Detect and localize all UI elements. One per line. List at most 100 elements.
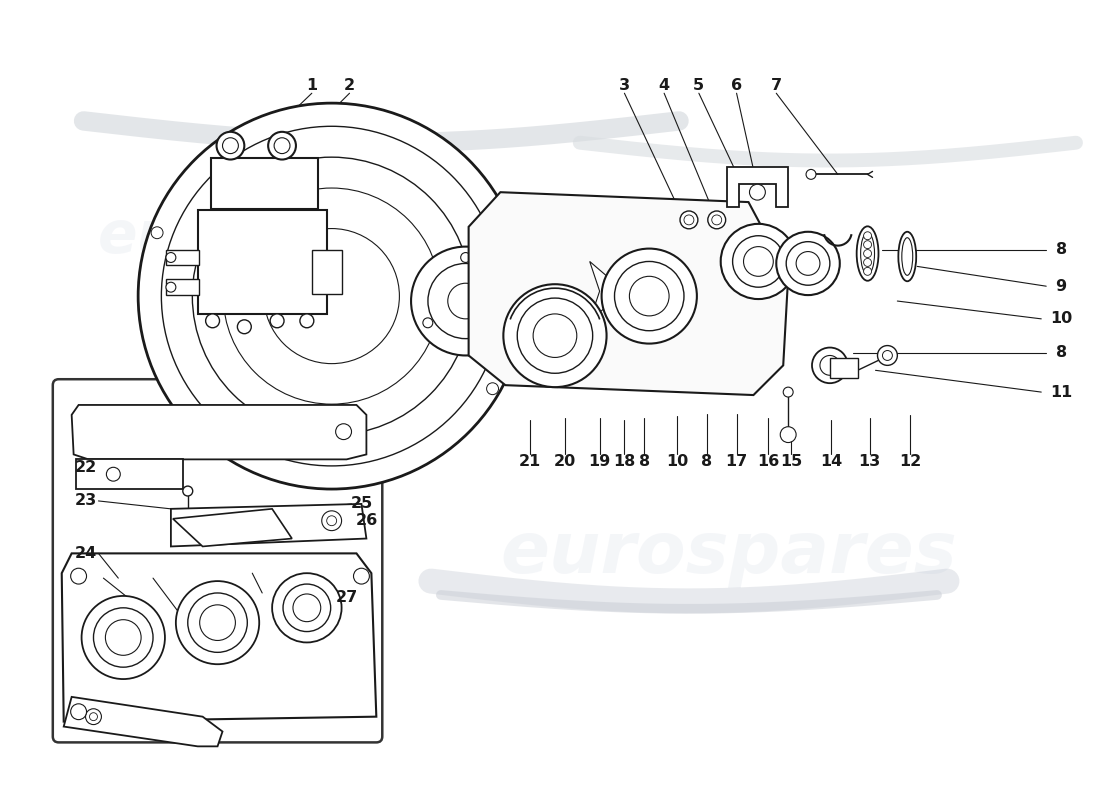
- Text: 1: 1: [306, 78, 318, 93]
- Circle shape: [864, 267, 871, 275]
- Circle shape: [602, 249, 697, 343]
- Circle shape: [864, 241, 871, 249]
- Circle shape: [498, 274, 508, 284]
- Polygon shape: [173, 509, 292, 546]
- Text: 26: 26: [355, 514, 377, 528]
- Text: 2: 2: [344, 78, 355, 93]
- Text: 23: 23: [75, 494, 97, 509]
- Circle shape: [106, 620, 141, 655]
- Circle shape: [680, 211, 697, 229]
- Polygon shape: [64, 697, 222, 746]
- Text: 8: 8: [639, 454, 650, 469]
- Text: 10: 10: [666, 454, 689, 469]
- Circle shape: [81, 596, 165, 679]
- Circle shape: [89, 713, 98, 721]
- FancyBboxPatch shape: [53, 379, 383, 742]
- Circle shape: [707, 211, 726, 229]
- Circle shape: [498, 318, 508, 328]
- Text: 14: 14: [820, 454, 842, 469]
- Bar: [166, 279, 199, 295]
- Text: 21: 21: [519, 454, 541, 469]
- Circle shape: [720, 224, 796, 299]
- Text: 5: 5: [693, 78, 704, 93]
- Text: 11: 11: [1050, 385, 1072, 399]
- Text: 8: 8: [1056, 242, 1067, 257]
- Circle shape: [780, 426, 796, 442]
- Circle shape: [786, 242, 829, 286]
- Circle shape: [864, 258, 871, 266]
- Bar: [166, 250, 199, 266]
- Text: 8: 8: [1056, 345, 1067, 360]
- Circle shape: [183, 486, 192, 496]
- Text: 17: 17: [726, 454, 748, 469]
- Ellipse shape: [857, 226, 879, 281]
- Circle shape: [864, 250, 871, 258]
- Circle shape: [238, 320, 251, 334]
- Circle shape: [744, 246, 773, 276]
- Circle shape: [777, 232, 839, 295]
- Text: 6: 6: [732, 78, 742, 93]
- Circle shape: [327, 516, 337, 526]
- Circle shape: [293, 594, 321, 622]
- Circle shape: [882, 350, 892, 361]
- Ellipse shape: [899, 232, 916, 282]
- Circle shape: [353, 568, 370, 584]
- Text: 16: 16: [757, 454, 780, 469]
- Text: 7: 7: [771, 78, 782, 93]
- Circle shape: [283, 584, 331, 631]
- Circle shape: [151, 226, 163, 238]
- Circle shape: [166, 282, 176, 292]
- Circle shape: [517, 298, 593, 374]
- Text: 13: 13: [858, 454, 881, 469]
- Bar: [311, 250, 342, 294]
- Ellipse shape: [860, 233, 875, 274]
- Bar: [829, 358, 858, 378]
- Circle shape: [94, 608, 153, 667]
- Polygon shape: [727, 167, 789, 207]
- Bar: [210, 158, 318, 209]
- Circle shape: [864, 232, 871, 240]
- Text: 27: 27: [336, 590, 358, 606]
- Circle shape: [272, 573, 342, 642]
- Text: 20: 20: [553, 454, 576, 469]
- Circle shape: [166, 253, 176, 262]
- Circle shape: [448, 283, 484, 319]
- Circle shape: [422, 318, 432, 328]
- Circle shape: [878, 346, 898, 366]
- Circle shape: [217, 132, 244, 159]
- Circle shape: [504, 284, 606, 387]
- Circle shape: [712, 215, 722, 225]
- Text: 22: 22: [75, 460, 97, 474]
- Circle shape: [107, 467, 120, 481]
- Text: eurospares: eurospares: [500, 519, 957, 588]
- Text: 15: 15: [780, 454, 802, 469]
- Circle shape: [733, 236, 784, 287]
- Polygon shape: [170, 504, 366, 546]
- Text: 10: 10: [1050, 311, 1072, 326]
- Circle shape: [192, 157, 471, 435]
- Circle shape: [428, 263, 504, 338]
- Circle shape: [188, 593, 248, 652]
- Text: eurospares: eurospares: [98, 208, 466, 266]
- Polygon shape: [62, 554, 376, 722]
- Bar: [198, 210, 327, 314]
- Circle shape: [268, 132, 296, 159]
- Text: 9: 9: [1056, 278, 1067, 294]
- Circle shape: [271, 314, 284, 328]
- Text: 4: 4: [659, 78, 670, 93]
- Circle shape: [684, 215, 694, 225]
- Circle shape: [176, 581, 260, 664]
- Circle shape: [336, 424, 352, 439]
- Polygon shape: [72, 405, 366, 459]
- Text: 24: 24: [75, 546, 97, 561]
- Circle shape: [222, 138, 239, 154]
- Circle shape: [86, 709, 101, 725]
- Circle shape: [70, 568, 87, 584]
- Circle shape: [629, 276, 669, 316]
- Circle shape: [812, 347, 848, 383]
- Circle shape: [820, 355, 839, 375]
- Circle shape: [486, 382, 498, 394]
- Polygon shape: [590, 262, 625, 321]
- Circle shape: [749, 184, 766, 200]
- Circle shape: [806, 170, 816, 179]
